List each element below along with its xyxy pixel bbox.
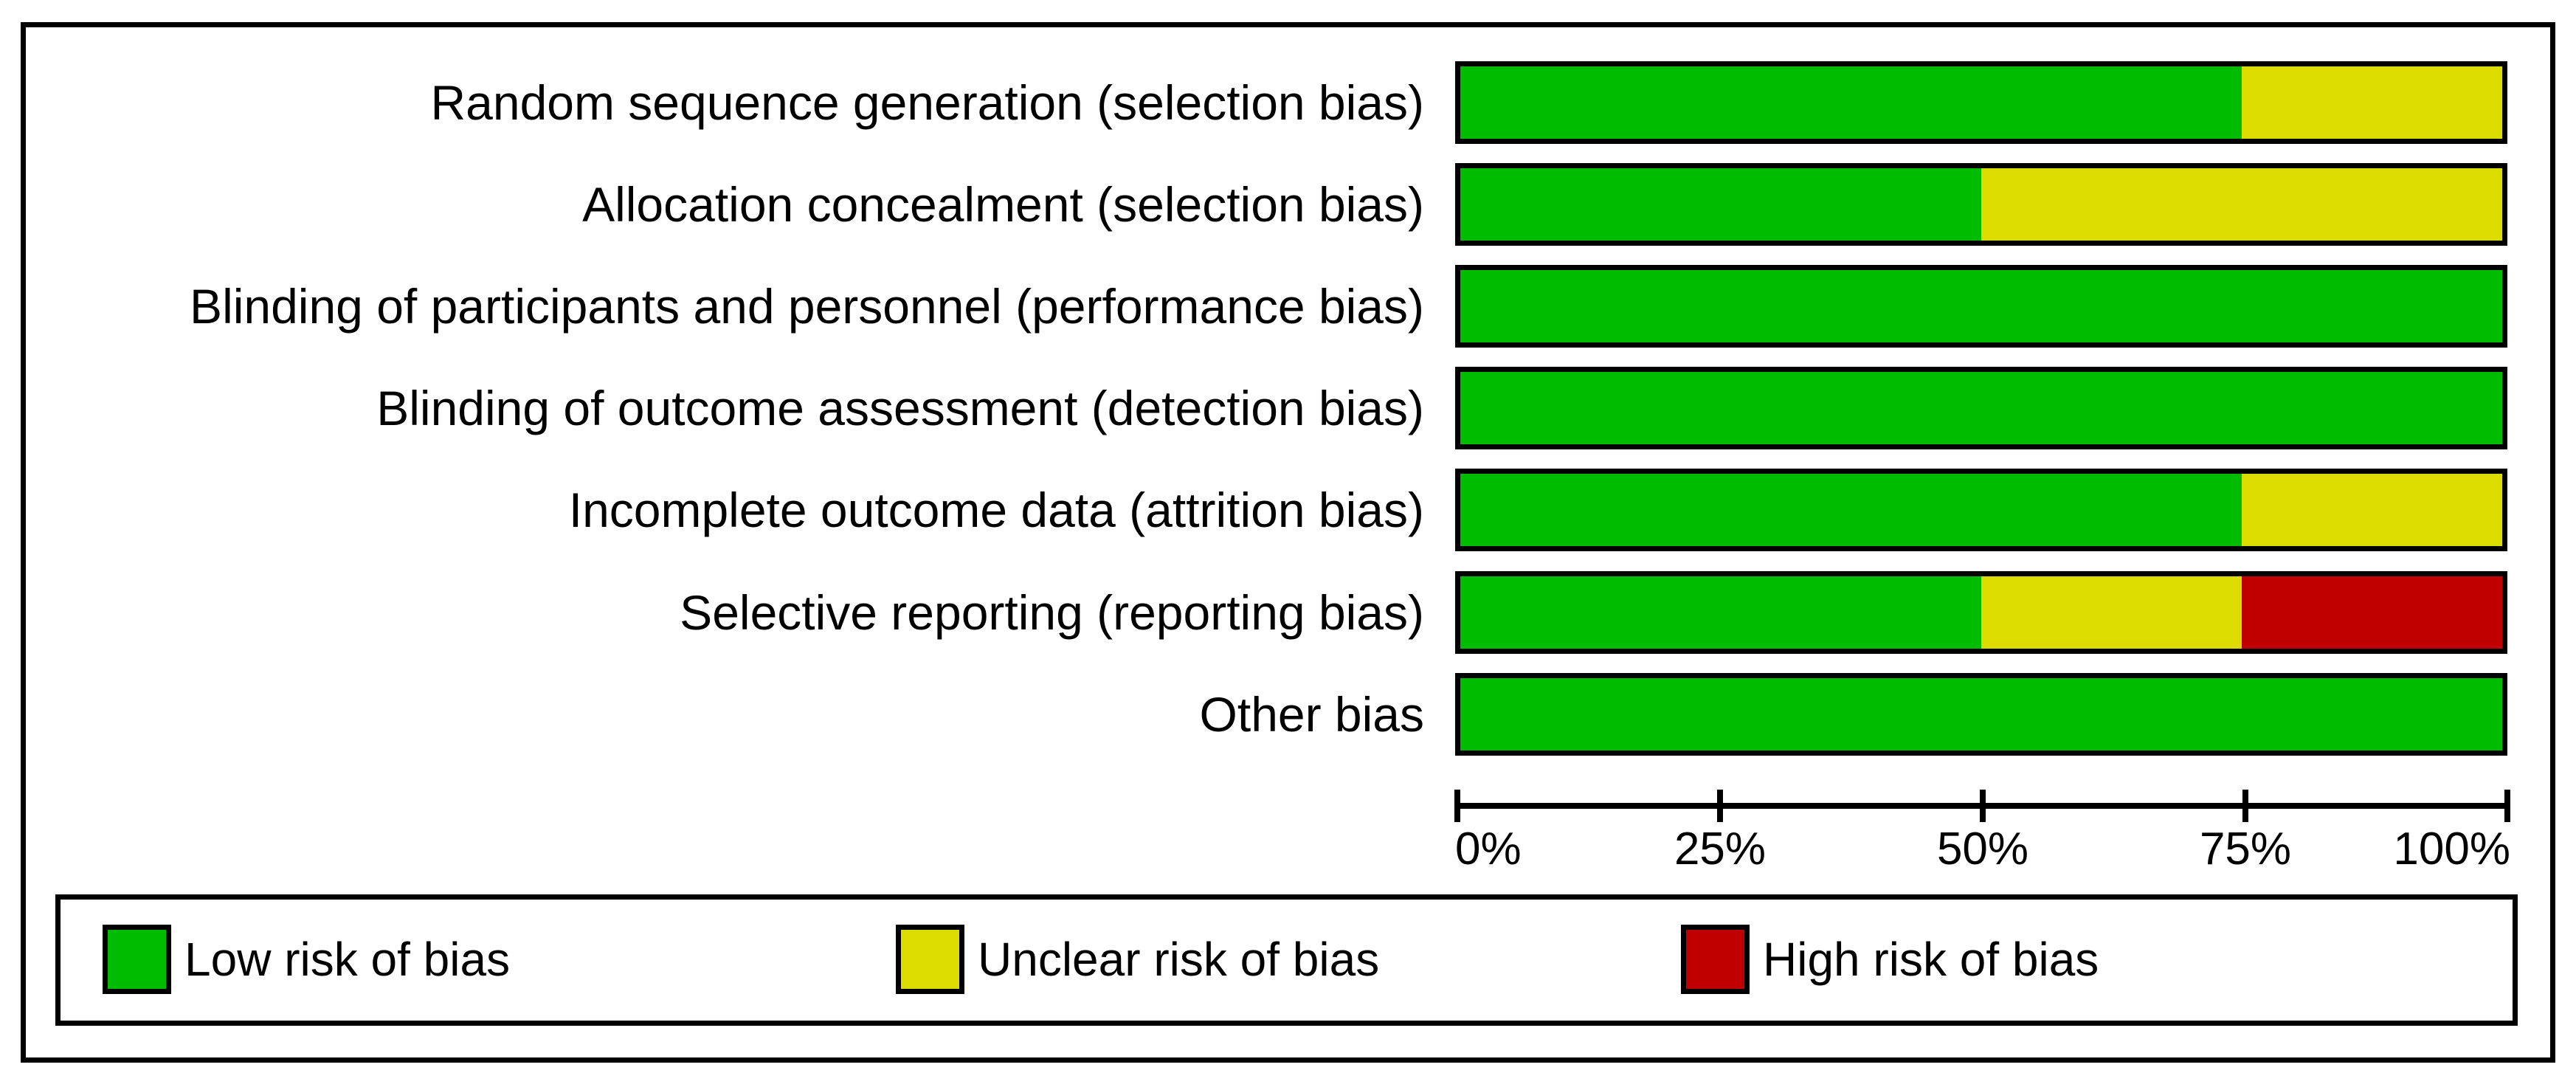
x-tick-label-0: 0% xyxy=(1455,824,1522,874)
legend-label-low-risk: Low risk of bias xyxy=(184,933,511,986)
x-axis-tick-100 xyxy=(2504,790,2510,822)
bar-row-incomplete-outcome xyxy=(1455,469,2507,551)
category-label-blinding-participants: Blinding of participants and personnel (… xyxy=(190,279,1424,334)
bar-row-allocation-concealment xyxy=(1455,163,2507,246)
bar-segment-low xyxy=(1460,678,2502,750)
legend-label-unclear-risk: Unclear risk of bias xyxy=(978,933,1380,986)
bar-segment-high xyxy=(2242,576,2502,649)
x-axis-tick-0 xyxy=(1454,790,1460,822)
bar-segment-unclear xyxy=(2242,66,2502,139)
bar-row-random-sequence xyxy=(1455,61,2507,144)
bar-segment-low xyxy=(1460,576,1981,649)
bar-segment-low xyxy=(1460,66,2242,139)
bar-segment-unclear xyxy=(1981,168,2502,241)
x-tick-label-25: 25% xyxy=(1674,824,1767,874)
legend-swatch-low-risk xyxy=(103,925,171,994)
legend-swatch-unclear-risk xyxy=(896,925,964,994)
bar-segment-low xyxy=(1460,372,2502,444)
legend-box xyxy=(55,894,2518,1026)
bar-segment-unclear xyxy=(2242,474,2502,546)
category-label-other-bias: Other bias xyxy=(1199,687,1424,742)
x-tick-label-100: 100% xyxy=(2393,824,2510,874)
category-label-allocation-concealment: Allocation concealment (selection bias) xyxy=(582,177,1424,232)
bar-segment-low xyxy=(1460,474,2242,546)
x-tick-label-75: 75% xyxy=(2199,824,2292,874)
bar-segment-unclear xyxy=(1981,576,2242,649)
bar-row-blinding-outcome xyxy=(1455,367,2507,449)
x-axis-tick-25 xyxy=(1717,790,1723,822)
category-label-selective-reporting: Selective reporting (reporting bias) xyxy=(680,585,1424,640)
bar-segment-low xyxy=(1460,270,2502,342)
bar-row-other-bias xyxy=(1455,673,2507,756)
category-label-blinding-outcome: Blinding of outcome assessment (detectio… xyxy=(376,381,1424,435)
category-label-incomplete-outcome: Incomplete outcome data (attrition bias) xyxy=(568,483,1424,537)
x-axis-tick-50 xyxy=(1980,790,1986,822)
x-axis-tick-75 xyxy=(2242,790,2248,822)
bar-row-selective-reporting xyxy=(1455,571,2507,654)
legend-label-high-risk: High risk of bias xyxy=(1763,933,2099,986)
x-tick-label-50: 50% xyxy=(1936,824,2029,874)
bar-segment-low xyxy=(1460,168,1981,241)
bar-row-blinding-participants xyxy=(1455,265,2507,348)
legend-swatch-high-risk xyxy=(1681,925,1750,994)
category-label-random-sequence: Random sequence generation (selection bi… xyxy=(430,75,1425,130)
